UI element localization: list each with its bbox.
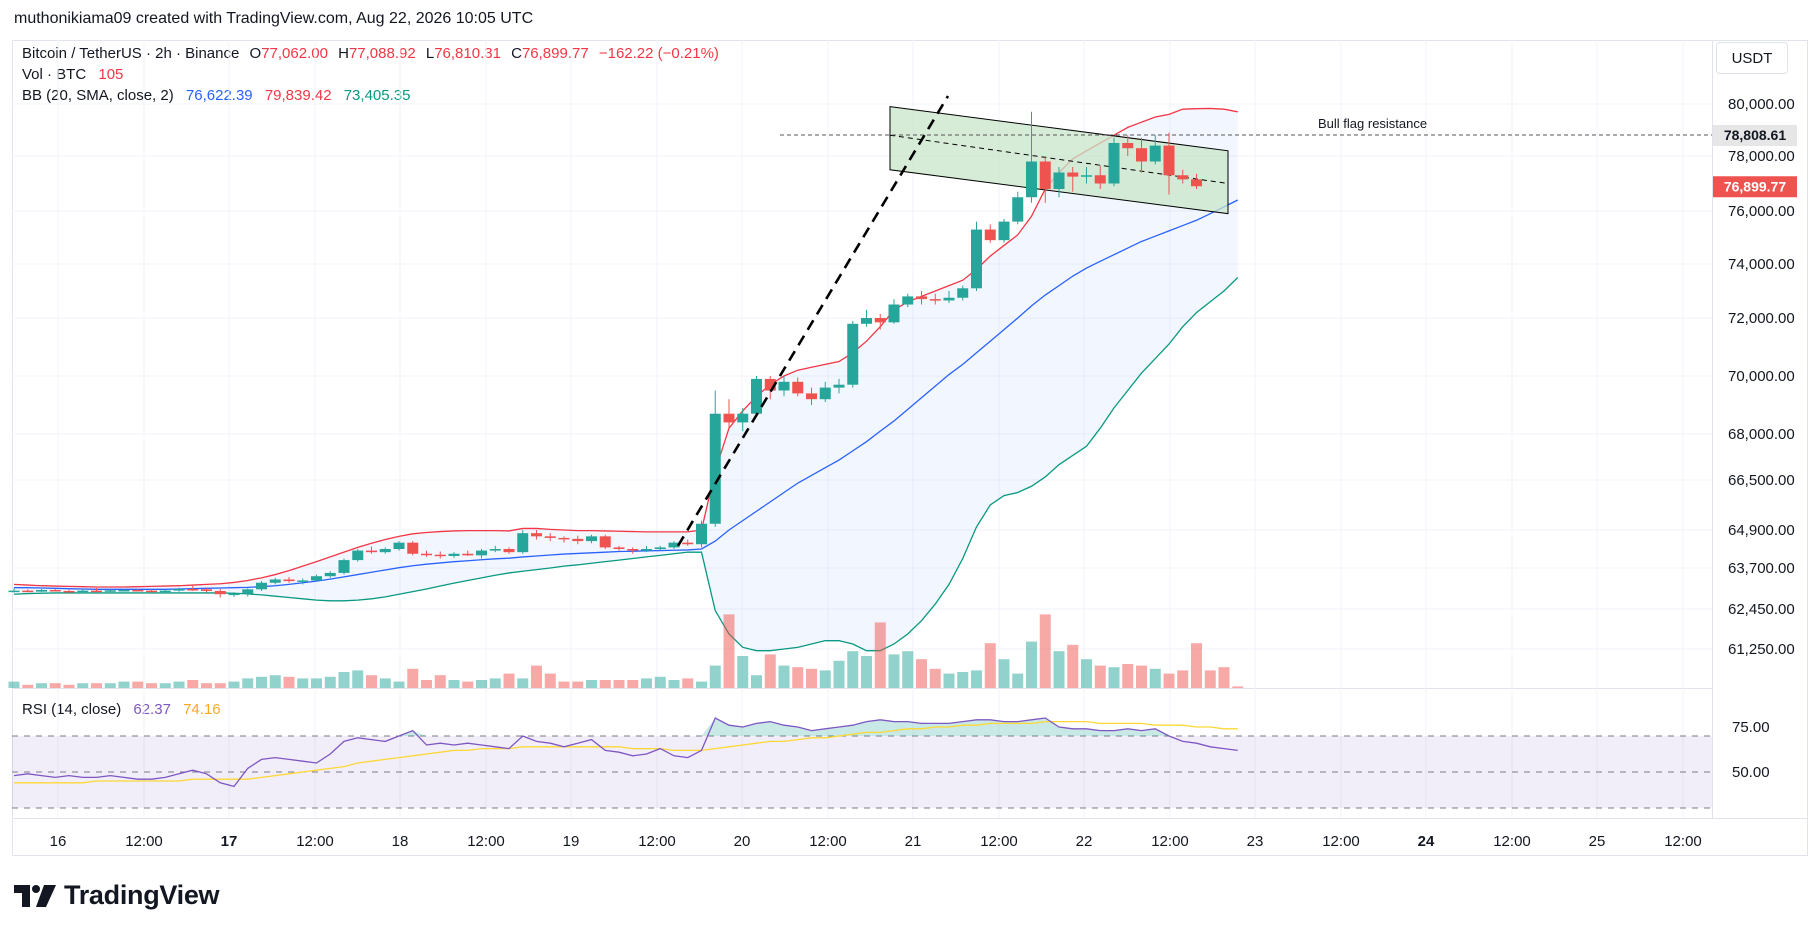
low-value: 76,810.31 xyxy=(434,45,501,62)
rsi-label: RSI (14, close) xyxy=(22,701,122,718)
ohlc-legend: Bitcoin / TetherUS · 2h · Binance O77,06… xyxy=(22,45,719,62)
bb-upper-value: 79,839.42 xyxy=(264,87,332,104)
bb-lower-value: 73,405.35 xyxy=(343,87,411,104)
volume-value: 105 xyxy=(98,66,124,83)
open-label: O xyxy=(249,45,262,62)
rsi-legend[interactable]: RSI (14, close) 62.37 74.16 xyxy=(22,701,221,718)
volume-label: Vol · BTC xyxy=(22,66,87,83)
tradingview-logo-icon xyxy=(14,884,56,907)
low-label: L xyxy=(425,45,435,62)
rsi-ma-value: 74.16 xyxy=(183,701,221,718)
brand-name: TradingView xyxy=(64,880,220,910)
high-value: 77,088.92 xyxy=(348,45,416,62)
attribution: muthonikiama09 created with TradingView.… xyxy=(14,10,534,27)
rsi-value: 62.37 xyxy=(133,701,171,718)
bb-basis-value: 76,622.39 xyxy=(185,87,253,104)
chart-frame xyxy=(12,40,1808,856)
symbol-title[interactable]: Bitcoin / TetherUS · 2h · Binance xyxy=(22,45,240,62)
bb-label: BB (20, SMA, close, 2) xyxy=(22,87,174,104)
volume-legend[interactable]: Vol · BTC 105 xyxy=(22,66,123,83)
close-label: C xyxy=(511,45,522,62)
high-label: H xyxy=(338,45,349,62)
currency-button[interactable]: USDT xyxy=(1716,42,1788,74)
bb-legend[interactable]: BB (20, SMA, close, 2) 76,622.39 79,839.… xyxy=(22,87,410,104)
close-value: 76,899.77 xyxy=(521,45,589,62)
tradingview-logo[interactable]: TradingView xyxy=(14,880,220,911)
change-value: −162.22 (−0.21%) xyxy=(598,45,719,62)
open-value: 77,062.00 xyxy=(261,45,328,62)
